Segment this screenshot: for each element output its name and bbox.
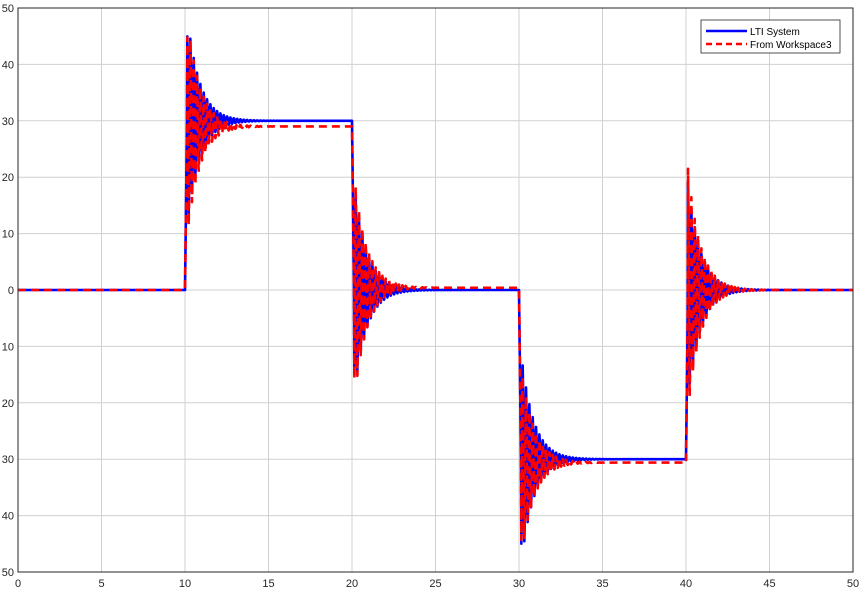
series-line-lti-system: [17, 35, 854, 545]
y-axis-ticks: 50 40 30 20 10 0 10 20 30 40 50: [2, 3, 14, 579]
y-tick-label: 30: [2, 454, 14, 466]
x-tick-label: 10: [179, 578, 191, 590]
y-tick-label: 20: [2, 398, 14, 410]
x-tick-label: 35: [596, 578, 608, 590]
x-tick-label: 40: [680, 578, 692, 590]
legend-label-from-workspace3: From Workspace3: [750, 40, 832, 51]
series-line-from-workspace3: [17, 36, 854, 542]
y-tick-label: 20: [2, 172, 14, 184]
x-tick-label: 30: [513, 578, 525, 590]
x-tick-label: 5: [98, 578, 104, 590]
y-tick-label: 40: [2, 59, 14, 71]
x-tick-label: 0: [15, 578, 21, 590]
x-tick-label: 20: [346, 578, 358, 590]
legend: LTI System From Workspace3: [700, 19, 841, 54]
y-tick-label: 50: [2, 567, 14, 579]
legend-label-lti-system: LTI System: [750, 27, 800, 38]
y-tick-label: 50: [2, 3, 14, 15]
series-group: [17, 35, 854, 545]
x-tick-label: 25: [429, 578, 441, 590]
x-tick-label: 50: [847, 578, 859, 590]
plot-frame: [17, 7, 854, 573]
y-tick-label: 30: [2, 116, 14, 128]
x-axis-ticks: 0 5 10 15 20 25 30 35 40 45 50: [15, 578, 859, 590]
x-tick-label: 45: [763, 578, 775, 590]
y-tick-label: 40: [2, 511, 14, 523]
y-tick-label: 10: [2, 229, 14, 241]
y-tick-label: 0: [8, 285, 14, 297]
legend-box: [700, 19, 841, 54]
y-tick-label: 10: [2, 341, 14, 353]
x-tick-label: 15: [262, 578, 274, 590]
